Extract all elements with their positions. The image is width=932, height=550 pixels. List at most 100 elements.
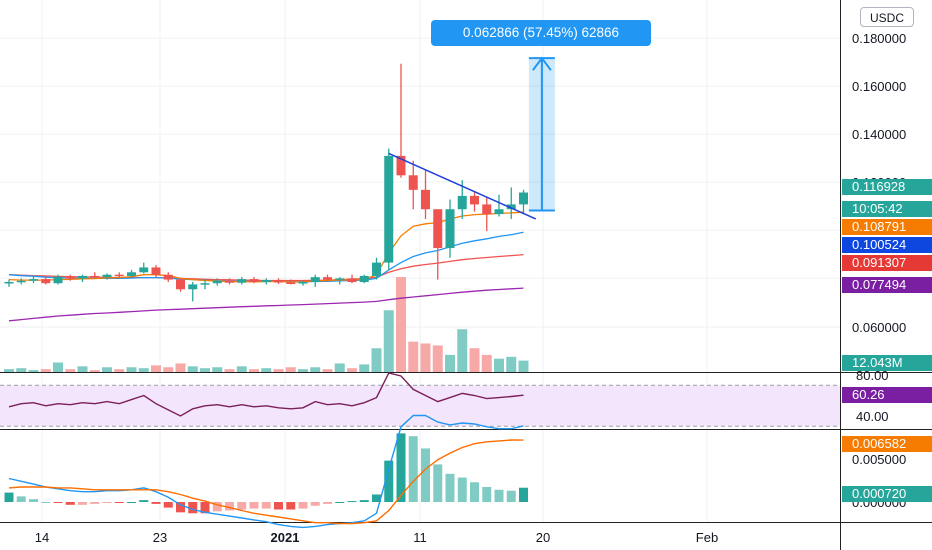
macd-hist-bar xyxy=(102,502,112,503)
volume-bar xyxy=(518,360,529,372)
candle-body xyxy=(127,272,136,276)
candle xyxy=(372,257,381,280)
volume-bar xyxy=(285,367,296,372)
candle-body xyxy=(188,284,198,290)
candle-body xyxy=(408,175,418,190)
candle xyxy=(470,192,479,212)
volume-bar xyxy=(53,362,63,372)
candle-body xyxy=(225,280,234,283)
volume-bar xyxy=(347,368,357,372)
candle-body xyxy=(114,274,124,277)
candle xyxy=(261,278,271,285)
macd-hist-bar xyxy=(225,502,234,511)
candle-body xyxy=(347,278,357,282)
volume-bar xyxy=(506,356,517,372)
volume-bar xyxy=(383,310,394,372)
volume-bar xyxy=(65,369,76,372)
volume-bar xyxy=(420,343,431,372)
volume-bar xyxy=(273,369,284,372)
candle-body xyxy=(237,279,247,283)
macd-hist-bar xyxy=(372,494,381,502)
macd-hist-bar xyxy=(200,502,210,514)
macd-hist-bar xyxy=(298,502,308,509)
volume-bar xyxy=(126,367,137,372)
candle-body xyxy=(163,274,173,280)
candle-body xyxy=(200,283,210,285)
candle xyxy=(41,277,51,285)
volume-bar xyxy=(28,370,39,372)
currency-button[interactable]: USDC xyxy=(860,7,914,27)
volume-bar xyxy=(138,368,149,372)
volume-bar xyxy=(445,354,455,372)
candle xyxy=(90,272,100,279)
macd-hist-bar xyxy=(470,482,479,502)
candle-body xyxy=(139,267,149,273)
candle-body xyxy=(310,277,320,282)
macd-hist-bar xyxy=(16,496,26,502)
time-tick-label: Feb xyxy=(696,530,718,545)
macd-hist-bar xyxy=(421,448,430,502)
ma-orange-tag: 0.108791 xyxy=(842,219,932,235)
volume-bar xyxy=(298,369,308,372)
volume-bar xyxy=(151,365,161,372)
candle xyxy=(286,279,296,285)
volume-bar xyxy=(163,367,174,372)
volume-bar xyxy=(310,367,321,372)
candle-body xyxy=(396,155,406,176)
macd-hist-bar xyxy=(151,502,161,504)
candle-body xyxy=(372,262,381,276)
volume-bar xyxy=(200,368,210,372)
macd-hist-bar xyxy=(384,460,394,502)
candle xyxy=(151,265,161,278)
macd-hist-bar xyxy=(494,489,504,502)
volume-bar xyxy=(481,354,492,372)
countdown-tag: 10:05:42 xyxy=(842,201,932,217)
trendline xyxy=(388,152,537,220)
volume-bar xyxy=(187,366,198,372)
candle-body xyxy=(494,209,504,215)
volume-bar xyxy=(224,369,235,372)
macd-hist-bar xyxy=(29,499,38,502)
candle-body xyxy=(359,275,369,282)
macd-hist-bar xyxy=(408,436,418,502)
volume-bar xyxy=(114,369,125,372)
volume-bar xyxy=(494,358,504,372)
candle-body xyxy=(445,209,455,249)
volume-bar xyxy=(16,368,27,372)
candle xyxy=(29,275,38,284)
time-tick-label: 2021 xyxy=(271,530,300,545)
volume-bar xyxy=(334,363,345,372)
volume-bar xyxy=(40,369,51,372)
macd-hist-bar xyxy=(212,502,222,512)
candle xyxy=(347,274,357,284)
candle xyxy=(163,272,173,282)
candle xyxy=(519,189,528,215)
candle-body xyxy=(433,209,443,249)
macd-line xyxy=(8,414,524,529)
macd-signal-line xyxy=(8,439,524,525)
candle-body xyxy=(249,279,259,282)
volume-bar xyxy=(432,345,443,372)
volume-bar xyxy=(371,348,382,372)
rsi-band xyxy=(0,385,840,427)
volume-bar xyxy=(89,370,100,372)
volume-bar xyxy=(359,364,370,372)
candle-body xyxy=(323,277,332,280)
candle-body xyxy=(457,195,467,210)
macd-hist-bar xyxy=(188,502,198,514)
candle xyxy=(16,278,26,285)
volume-bar xyxy=(175,363,186,372)
macd-hist-bar xyxy=(127,502,136,503)
macd-hist-bar xyxy=(506,490,516,502)
volume-bar xyxy=(249,369,259,372)
volume-bar xyxy=(212,367,223,372)
macd-hist-bar xyxy=(433,464,443,502)
time-tick-label: 14 xyxy=(35,530,49,545)
candle-body xyxy=(102,274,112,278)
candle-body xyxy=(421,189,430,210)
volume-bar xyxy=(469,348,480,372)
macd-hist-bar xyxy=(163,502,173,508)
candle xyxy=(433,209,443,280)
candle xyxy=(4,279,14,287)
